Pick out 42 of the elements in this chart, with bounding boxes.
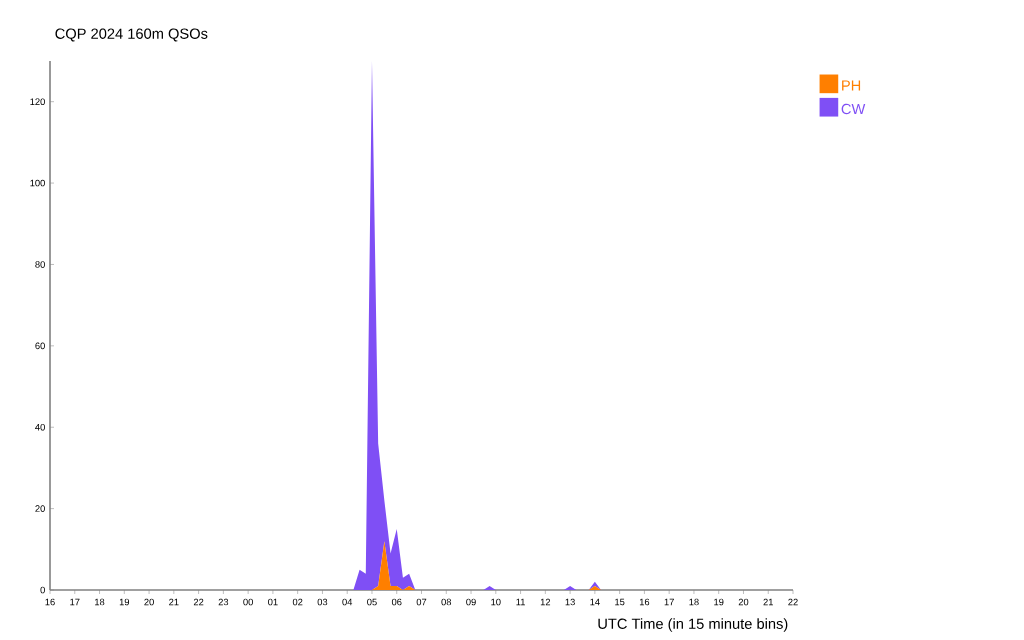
x-tick-label: 19: [714, 598, 724, 606]
x-tick-label: 00: [243, 598, 253, 606]
x-tick-label: 01: [268, 598, 278, 606]
x-tick-label: 04: [342, 598, 353, 606]
y-tick-label: 20: [35, 505, 45, 512]
y-tick-label: 0: [40, 586, 45, 594]
x-tick-label: 10: [491, 598, 501, 606]
x-tick-label: 22: [788, 598, 798, 606]
x-tick-label: 21: [763, 598, 773, 606]
x-tick-label: 20: [144, 598, 154, 606]
y-tick-label: 80: [35, 261, 45, 268]
x-tick-label: 12: [540, 598, 551, 606]
x-tick-label: 23: [218, 598, 229, 606]
x-tick-label: 22: [193, 598, 204, 606]
x-tick-label: 08: [441, 598, 452, 606]
x-tick-label: 11: [516, 598, 525, 606]
x-tick-label: 13: [565, 598, 575, 606]
x-tick-label: 16: [45, 598, 55, 606]
x-tick-label: 18: [95, 598, 105, 606]
x-tick-label: 17: [70, 598, 80, 606]
y-tick-label: 100: [30, 179, 45, 187]
x-tick-label: 19: [119, 598, 130, 606]
x-tick-label: 20: [738, 598, 749, 606]
x-tick-label: 18: [689, 598, 699, 606]
x-tick-label: 05: [367, 598, 377, 606]
legend-label: CW: [841, 103, 866, 115]
x-tick-label: 03: [317, 598, 328, 606]
x-axis-title: UTC Time (in 15 minute bins): [598, 618, 788, 632]
y-tick-label: 120: [30, 98, 45, 105]
x-tick-label: 16: [639, 598, 650, 606]
x-tick-label: 14: [590, 598, 600, 606]
x-tick-label: 15: [615, 598, 625, 606]
x-tick-label: 02: [292, 598, 303, 606]
x-tick-label: 17: [664, 598, 674, 606]
x-tick-label: 21: [169, 598, 179, 606]
chart-title: CQP 2024 160m QSOs: [55, 28, 208, 42]
x-tick-label: 06: [391, 598, 402, 606]
x-tick-label: 07: [416, 598, 427, 606]
y-tick-label: 40: [35, 423, 45, 431]
y-tick-label: 60: [35, 342, 45, 350]
x-tick-label: 09: [466, 598, 476, 606]
legend-label: PH: [842, 80, 861, 91]
